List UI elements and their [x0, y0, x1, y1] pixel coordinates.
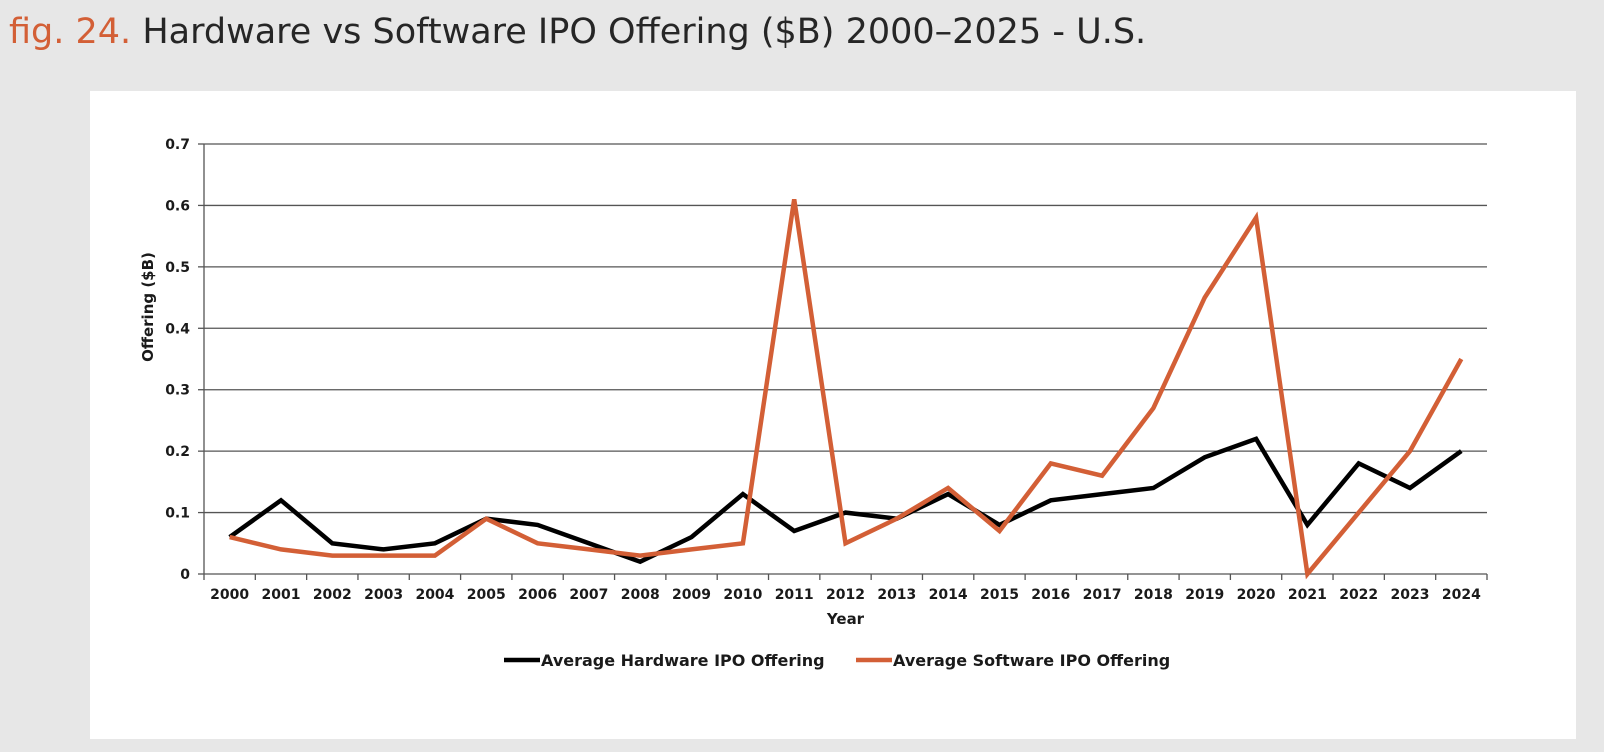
x-tick-label: 2017: [1083, 587, 1122, 603]
series-line-software: [229, 198, 1464, 580]
y-tick-labels: 0 0.1 0.2 0.3 0.4 0.5 0.6 0.7: [165, 137, 190, 583]
x-tick-label: 2001: [261, 587, 300, 603]
x-tick-label: 2006: [518, 587, 557, 603]
figure-number: fig. 24.: [9, 12, 132, 52]
x-tick-label: 2003: [364, 587, 403, 603]
x-tick-label: 2004: [415, 587, 454, 603]
grid-lines: [204, 143, 1487, 514]
x-tick-label: 2009: [672, 587, 711, 603]
legend-label-hardware: Average Hardware IPO Offering: [541, 651, 825, 670]
legend-label-software: Average Software IPO Offering: [893, 651, 1170, 670]
legend: Average Hardware IPO Offering Average Sof…: [504, 651, 1170, 670]
x-axis-title: Year: [826, 610, 865, 628]
x-tick-label: 2023: [1391, 587, 1430, 603]
axes: [198, 143, 1488, 580]
line-chart: 00.10.20.30.40.50.60.7 2000 2001 2002 2003 2…: [139, 137, 1488, 670]
x-tick-labels: 2000 2001 2002 2003 2004 2005 2006 2007 2008 2009…: [210, 587, 1481, 603]
y-tick-label: 0.1: [165, 506, 190, 522]
x-tick-label: 2005: [467, 587, 506, 603]
x-tick-label: 2000: [210, 587, 249, 603]
x-tick-label: 2008: [621, 587, 660, 603]
y-tick-label: 0.7: [165, 137, 190, 153]
x-tick-label: 2011: [775, 587, 814, 603]
figure-title: fig. 24. Hardware vs Software IPO Offeri…: [9, 10, 1146, 54]
x-tick-label: 2019: [1185, 587, 1224, 603]
y-tick-label: 0.2: [165, 444, 190, 460]
x-tick-label: 2016: [1031, 587, 1070, 603]
series-lines: [228, 198, 1464, 580]
y-tick-label: 0.5: [165, 260, 190, 276]
x-tick-label: 2014: [929, 587, 968, 603]
x-tick-label: 2010: [723, 587, 762, 603]
y-tick-label: 0: [180, 567, 190, 583]
y-tick-label: 0.6: [165, 198, 190, 214]
y-axis-title: Offering ($B): [139, 252, 157, 362]
x-tick-label: 2013: [877, 587, 916, 603]
y-tick-label: 0.4: [165, 321, 190, 337]
y-tick-label: 0.3: [165, 383, 190, 399]
x-tick-label: 2021: [1288, 587, 1327, 603]
x-tick-label: 2002: [313, 587, 352, 603]
x-tick-label: 2007: [569, 587, 608, 603]
x-tick-label: 2015: [980, 587, 1019, 603]
x-tick-label: 2022: [1339, 587, 1378, 603]
series-line-hardware: [228, 436, 1463, 565]
x-tick-label: 2020: [1237, 587, 1276, 603]
x-tick-label: 2024: [1442, 587, 1481, 603]
x-tick-label: 2018: [1134, 587, 1173, 603]
chart-panel: 0 0.1 0.2 0.3 0.4 0.5 0.6 0.7 2000 2001 2002 2003 2…: [90, 91, 1576, 739]
x-tick-label: 2012: [826, 587, 865, 603]
figure-title-text: Hardware vs Software IPO Offering ($B) 2…: [142, 12, 1147, 52]
